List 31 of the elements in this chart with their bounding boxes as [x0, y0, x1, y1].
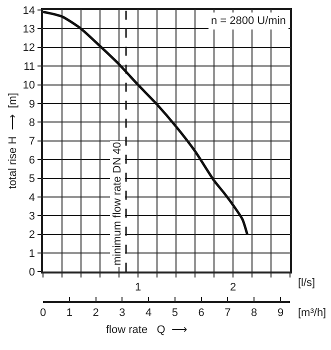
- y-tick-label: 4: [28, 192, 36, 204]
- x2-tick-label: 5: [172, 306, 178, 319]
- ref-line-label: minimum flow rate DN 40: [112, 142, 124, 266]
- x2-tick-label: 6: [198, 306, 204, 319]
- y-tick-label: 7: [28, 136, 36, 148]
- y-tick-label: 6: [28, 154, 36, 166]
- y-tick-label: 11: [24, 60, 36, 73]
- x2-tick-label: 7: [224, 306, 231, 319]
- x2-tick-label: 2: [92, 306, 99, 319]
- annotation: n = 2800 U/min: [211, 15, 286, 27]
- y-tick-label: 1: [28, 248, 36, 260]
- text: [l/s]: [298, 277, 316, 289]
- y-tick-label: 13: [22, 24, 36, 36]
- x2-tick-label: 4: [145, 306, 152, 319]
- x-axis-title: flow rate Q ⟶: [106, 324, 188, 336]
- x2-tick-label: 8: [251, 306, 258, 319]
- x2-tick-label: 3: [119, 306, 126, 319]
- y-tick-label: 14: [22, 4, 36, 17]
- y-tick-label: 9: [28, 98, 36, 110]
- y-axis-title: total rise H ⟶ [m]: [6, 92, 19, 189]
- x2-tick-label: 9: [277, 306, 284, 319]
- y-tick-label: 10: [22, 80, 36, 92]
- y-tick-label: 2: [28, 229, 36, 242]
- x2-axis-title: [m³/h]: [298, 307, 326, 319]
- x2-tick-label: 1: [66, 306, 72, 319]
- y-tick-label: 0: [28, 266, 36, 279]
- x2-tick-label: 0: [40, 306, 46, 319]
- y-tick-label: 8: [28, 117, 36, 130]
- y-tick-label: 12: [22, 42, 36, 54]
- y-tick-label: 3: [28, 210, 36, 223]
- y-tick-label: 5: [28, 173, 36, 186]
